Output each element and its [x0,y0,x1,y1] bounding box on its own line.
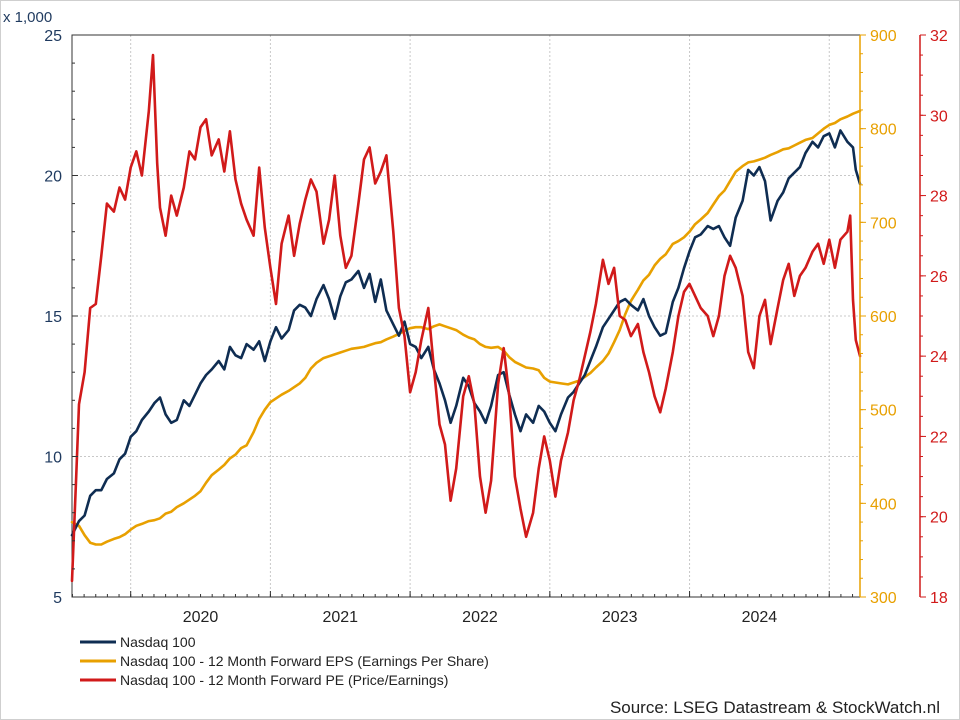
middle-axis: 900 800 700 600 500 400 300 [859,28,897,607]
left-axis: 25 20 15 10 5 [44,28,78,607]
x-tick-label: 2023 [602,609,638,626]
right-tick-label: 30 [930,108,948,125]
source-note: Source: LSEG Datastream & StockWatch.nl [610,698,940,717]
legend-label: Nasdaq 100 - 12 Month Forward EPS (Earni… [120,653,489,669]
right-tick-label: 18 [930,590,948,607]
series-line-1 [70,109,862,546]
right-tick-label: 28 [930,189,948,206]
left-tick-label: 10 [44,450,62,467]
series-layer [70,53,862,583]
left-tick-label: 5 [53,590,62,607]
middle-tick-label: 800 [870,122,897,139]
left-tick-label: 15 [44,309,62,326]
x-tick-label: 2024 [742,609,778,626]
middle-tick-label: 600 [870,309,897,326]
legend: Nasdaq 100 Nasdaq 100 - 12 Month Forward … [80,634,489,688]
x-tick-label: 2021 [322,609,358,626]
left-tick-label: 25 [44,28,62,45]
middle-tick-label: 900 [870,28,897,45]
middle-tick-label: 400 [870,496,897,513]
legend-label: Nasdaq 100 - 12 Month Forward PE (Price/… [120,672,448,688]
right-tick-label: 22 [930,429,948,446]
middle-tick-label: 500 [870,403,897,420]
middle-tick-label: 700 [870,215,897,232]
right-tick-label: 26 [930,269,948,286]
right-tick-label: 32 [930,28,948,45]
x-tick-label: 2020 [183,609,219,626]
middle-tick-label: 300 [870,590,897,607]
unit-label: x 1,000 [3,9,52,26]
grid-lines [72,34,860,598]
series-line-2 [70,53,862,583]
left-tick-label: 20 [44,169,62,186]
x-axis: 2020 2021 2022 2023 2024 [71,591,854,626]
right-axis: 32 30 28 26 24 22 20 18 [919,28,948,607]
x-tick-label: 2022 [462,609,498,626]
right-tick-label: 20 [930,510,948,527]
legend-label: Nasdaq 100 [120,634,196,650]
series-line-0 [70,129,862,537]
right-tick-label: 24 [930,349,948,366]
